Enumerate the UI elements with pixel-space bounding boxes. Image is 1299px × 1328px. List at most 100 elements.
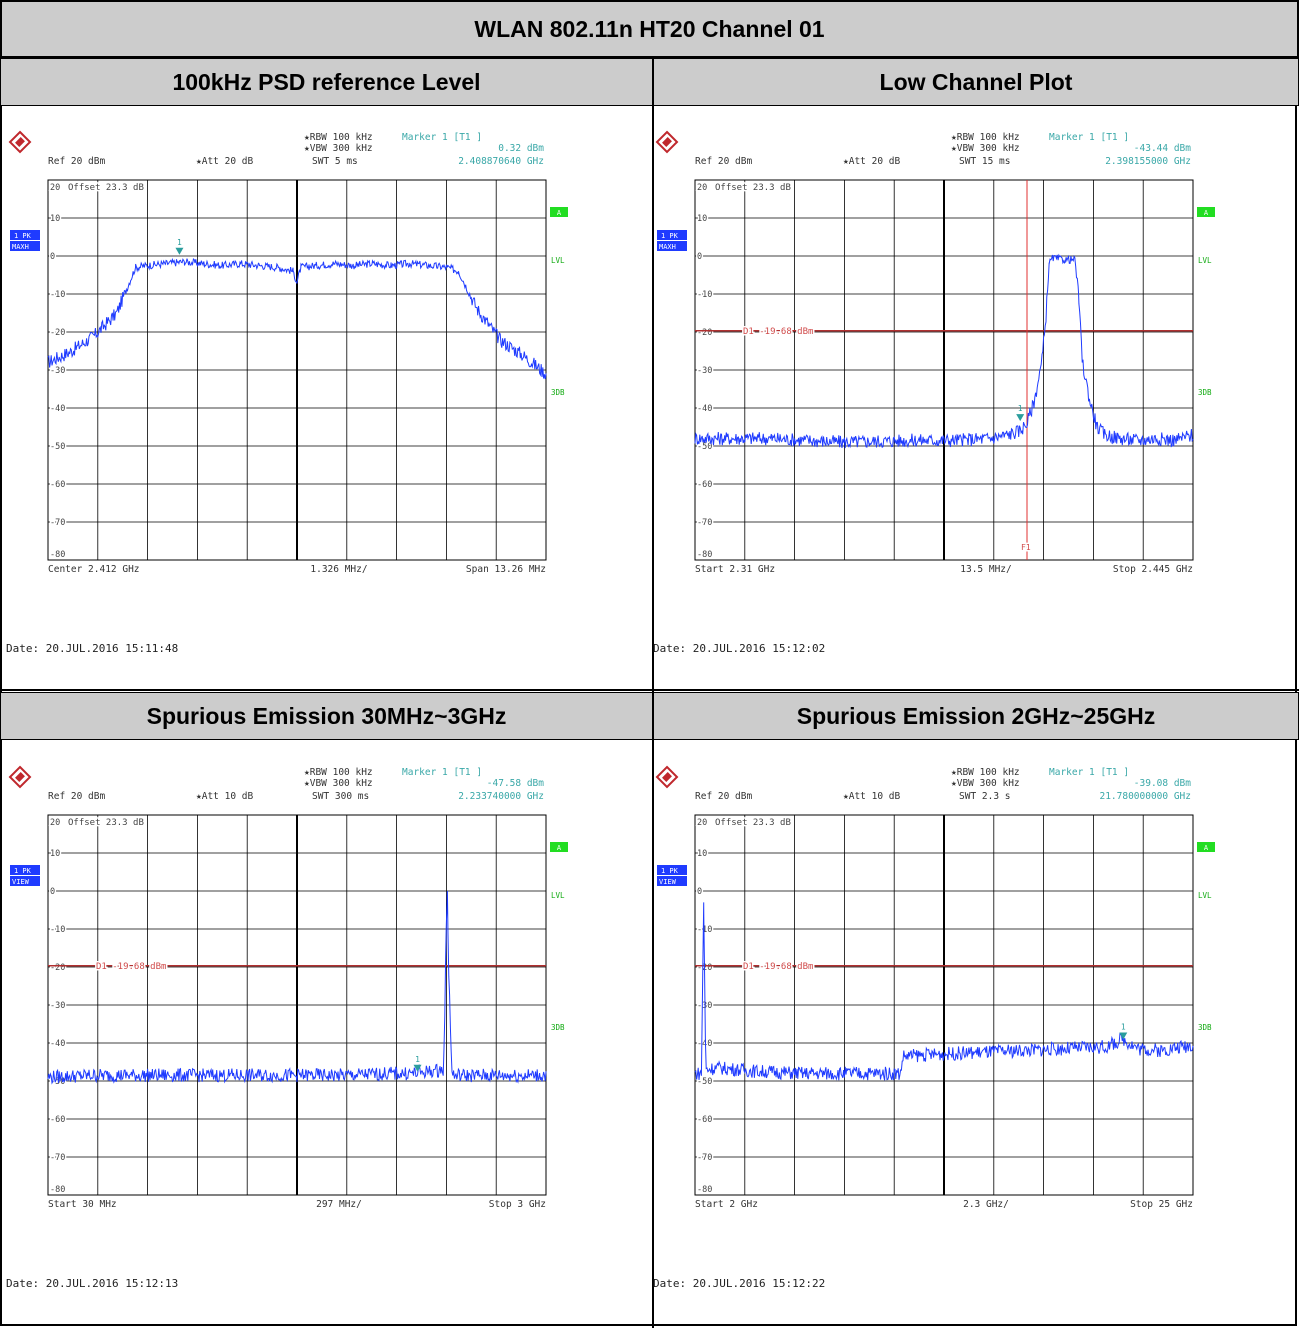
trace-badge-top [657, 865, 687, 875]
footer-stop-span: Span 13.26 MHz [466, 564, 546, 575]
trace-badge-top [10, 865, 40, 875]
footer-stop-span: Stop 25 GHz [1130, 1199, 1193, 1210]
footer-start-center: Start 30 MHz [48, 1199, 117, 1210]
y-tick-label: 0 [50, 252, 55, 262]
tag-a-box [550, 207, 568, 217]
marker-triangle [413, 1064, 422, 1072]
trace-line [47, 890, 547, 1085]
display-line-label: D1 -19.68 dBm [96, 962, 166, 972]
rs-logo-core [15, 137, 25, 147]
analyzer-plot-1: ★RBW 100 kHz ★VBW 300 kHz SWT 15 ms Marker … [653, 120, 1253, 680]
panel-heading-2: Spurious Emission 30MHz~3GHz [0, 692, 653, 740]
attenuation: ★Att 10 dB [196, 791, 253, 802]
tag-lvl: LVL [1198, 891, 1212, 900]
y-tick-label: -10 [50, 925, 65, 935]
y-tick-label: -40 [50, 1039, 65, 1049]
page-title: WLAN 802.11n HT20 Channel 01 [0, 0, 1299, 58]
y-tick-label: 0 [50, 887, 55, 897]
marker-level: -39.08 dBm [1134, 778, 1191, 789]
footer-per-division: 1.326 MHz/ [310, 564, 367, 575]
y-tick-label: 20 [50, 818, 60, 828]
tag-a: A [557, 844, 562, 852]
marker-number: 1 [177, 238, 182, 247]
rs-logo-icon [8, 130, 32, 154]
marker-triangle [1119, 1032, 1128, 1040]
rbw-readout: ★RBW 100 kHz [951, 132, 1020, 143]
y-tick-label: -10 [697, 290, 712, 300]
y-tick-label: -30 [50, 366, 65, 376]
y-tick-label: -50 [697, 1077, 712, 1087]
display-line-label: D1 -19.68 dBm [743, 327, 813, 337]
trace-mode-label: VIEW [659, 878, 677, 886]
attenuation: ★Att 20 dB [196, 156, 253, 167]
timestamp: Date: 20.JUL.2016 15:11:48 [6, 642, 178, 655]
ref-level: Ref 20 dBm [695, 791, 752, 802]
marker-frequency: 21.780000000 GHz [1099, 791, 1191, 802]
y-tick-label: 20 [697, 183, 707, 193]
tag-a: A [1204, 209, 1209, 217]
column-divider [652, 58, 654, 1328]
marker-frequency: 2.408870640 GHz [458, 156, 544, 167]
rs-logo-core [662, 137, 672, 147]
swt-readout: SWT 15 ms [959, 156, 1010, 167]
y-tick-label: -20 [50, 328, 65, 338]
swt-readout: SWT 5 ms [312, 156, 358, 167]
marker-label: Marker 1 [T1 ] [1049, 767, 1129, 778]
offset-readout: Offset 23.3 dB [68, 818, 144, 828]
vbw-readout: ★VBW 300 kHz [951, 778, 1020, 789]
rbw-readout: ★RBW 100 kHz [304, 767, 373, 778]
y-tick-label: -60 [697, 480, 712, 490]
marker-triangle [1016, 414, 1025, 422]
tag-3db: 3DB [1198, 388, 1212, 397]
footer-per-division: 297 MHz/ [316, 1199, 362, 1210]
panel-heading-0: 100kHz PSD reference Level [0, 58, 653, 106]
footer-stop-span: Stop 2.445 GHz [1113, 564, 1193, 575]
tag-a: A [1204, 844, 1209, 852]
footer-start-center: Start 2.31 GHz [695, 564, 775, 575]
offset-readout: Offset 23.3 dB [715, 183, 791, 193]
footer-per-division: 13.5 MHz/ [960, 564, 1011, 575]
trace-mode-label: MAXH [12, 243, 29, 251]
marker-triangle [175, 247, 184, 255]
y-tick-label: -70 [697, 518, 712, 528]
tag-a-box [1197, 842, 1215, 852]
y-tick-label: 10 [697, 214, 707, 224]
y-tick-label: -40 [697, 404, 712, 414]
y-tick-label: 0 [697, 887, 702, 897]
y-tick-label: 10 [50, 214, 60, 224]
analyzer-plot-2: ★RBW 100 kHz ★VBW 300 kHz SWT 300 ms Marker… [6, 755, 606, 1315]
trace-badge-label: 1 PK [661, 232, 679, 240]
trace-badge-bottom [657, 241, 687, 251]
y-tick-label: -80 [697, 1185, 712, 1195]
marker-number: 1 [1121, 1023, 1126, 1032]
tag-3db: 3DB [551, 388, 565, 397]
footer-start-center: Center 2.412 GHz [48, 564, 140, 575]
y-tick-label: -60 [697, 1115, 712, 1125]
rs-logo-icon [8, 765, 32, 789]
offset-readout: Offset 23.3 dB [715, 818, 791, 828]
marker-label: Marker 1 [T1 ] [402, 767, 482, 778]
y-tick-label: -80 [50, 1185, 65, 1195]
analyzer-plot-3: ★RBW 100 kHz ★VBW 300 kHz SWT 2.3 s Marker … [653, 755, 1253, 1315]
timestamp: Date: 20.JUL.2016 15:12:22 [653, 1277, 825, 1290]
trace-mode-label: VIEW [12, 878, 30, 886]
ref-level: Ref 20 dBm [48, 156, 105, 167]
vbw-readout: ★VBW 300 kHz [304, 143, 373, 154]
marker-label: Marker 1 [T1 ] [1049, 132, 1129, 143]
tag-lvl: LVL [551, 891, 565, 900]
y-tick-label: -70 [50, 518, 65, 528]
tag-a: A [557, 209, 562, 217]
y-tick-label: -40 [50, 404, 65, 414]
f1-label: F1 [1021, 543, 1031, 552]
rs-logo-icon [655, 130, 679, 154]
tag-lvl: LVL [551, 256, 565, 265]
y-tick-label: 20 [50, 183, 60, 193]
tag-lvl: LVL [1198, 256, 1212, 265]
footer-per-division: 2.3 GHz/ [963, 1199, 1009, 1210]
marker-label: Marker 1 [T1 ] [402, 132, 482, 143]
y-tick-label: -10 [697, 925, 712, 935]
panel-heading-1: Low Channel Plot [653, 58, 1299, 106]
y-tick-label: -20 [697, 328, 712, 338]
y-tick-label: -60 [50, 480, 65, 490]
y-tick-label: 0 [697, 252, 702, 262]
